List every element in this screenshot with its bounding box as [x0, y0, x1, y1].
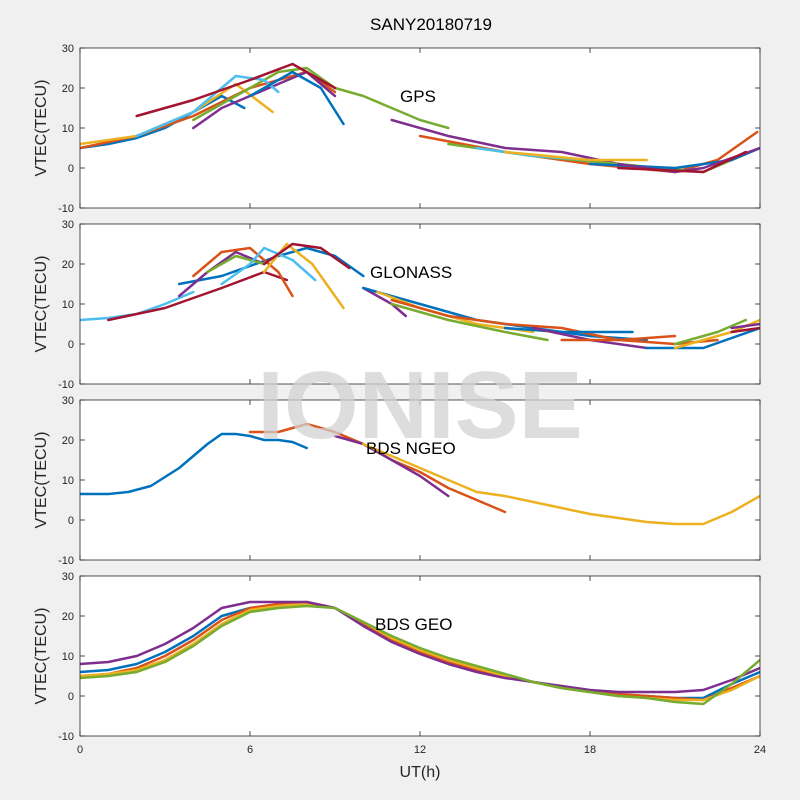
series-line-4 — [362, 442, 760, 526]
y-tick-label: 20 — [62, 435, 74, 447]
panel-annotation: GLONASS — [370, 263, 452, 282]
y-tick-label: 20 — [62, 83, 74, 95]
series-line-17 — [560, 334, 677, 342]
y-tick-label: -10 — [58, 731, 74, 743]
series-line-19 — [673, 318, 748, 346]
panel-annotation: GPS — [400, 87, 436, 106]
chart-panel-1: -10 0 10 20 30 VTEC(TECU) GPS — [33, 43, 761, 215]
series-line-4 — [192, 246, 294, 298]
y-tick-label: 30 — [62, 571, 74, 583]
y-tick-label: 0 — [68, 515, 74, 527]
series-line-21 — [730, 326, 760, 334]
series-line-15 — [503, 326, 634, 334]
series-line-3 — [177, 246, 365, 286]
series-line-9 — [390, 118, 620, 166]
y-tick-label: 10 — [62, 123, 74, 135]
series-line-8 — [248, 70, 345, 126]
series-line-16 — [617, 150, 748, 174]
series-line-7 — [135, 62, 337, 118]
y-tick-label: 0 — [68, 163, 74, 175]
chart-panel-2: -10 0 10 20 30 VTEC(TECU) GLONASS — [33, 219, 761, 391]
series-line-9 — [262, 242, 351, 270]
y-tick-label: -10 — [58, 555, 74, 567]
y-tick-label: 20 — [62, 259, 74, 271]
series-line-14 — [390, 302, 549, 342]
series-line-8 — [262, 242, 345, 310]
panel-annotation: BDS GEO — [375, 615, 452, 634]
watermark-text: IONISE — [257, 352, 582, 459]
y-tick-label: 10 — [62, 651, 74, 663]
y-tick-label: 30 — [62, 219, 74, 231]
series-line-1 — [80, 94, 246, 150]
series-line-2 — [80, 600, 760, 702]
x-tick-label: 24 — [754, 744, 766, 756]
plot-area — [80, 400, 760, 560]
plot-area — [80, 576, 760, 736]
series-line-4 — [80, 600, 760, 694]
y-tick-label: 0 — [68, 339, 74, 351]
y-tick-label: 20 — [62, 611, 74, 623]
series-line-5 — [177, 250, 266, 298]
figure-title: SANY20180719 — [370, 15, 492, 34]
y-axis-label: VTEC(TECU) — [33, 608, 50, 705]
series-line-2 — [107, 270, 289, 322]
y-tick-label: -10 — [58, 203, 74, 215]
series-line-18 — [645, 326, 760, 350]
y-tick-label: 30 — [62, 43, 74, 55]
series-line-22 — [730, 322, 760, 330]
x-axis-label: UT(h) — [400, 764, 441, 781]
y-tick-label: 10 — [62, 299, 74, 311]
series-line-3 — [333, 434, 450, 498]
series-line-6 — [206, 254, 266, 274]
series-line-7 — [220, 246, 317, 286]
x-tick-label: 6 — [247, 744, 253, 756]
y-tick-label: -10 — [58, 379, 74, 391]
series-line-5 — [80, 604, 760, 706]
y-tick-label: 30 — [62, 395, 74, 407]
panel-annotation: BDS NGEO — [366, 439, 456, 458]
series-group — [80, 600, 760, 706]
series-group — [80, 242, 760, 350]
x-tick-label: 12 — [414, 744, 426, 756]
chart-panel-3: -10 0 10 20 30 VTEC(TECU) BDS NGEO — [33, 395, 761, 567]
y-tick-label: 0 — [68, 691, 74, 703]
y-axis-label: VTEC(TECU) — [33, 80, 50, 177]
y-tick-label: 10 — [62, 475, 74, 487]
series-line-1 — [80, 432, 308, 496]
series-group — [80, 62, 760, 174]
x-tick-label: 0 — [77, 744, 83, 756]
y-axis-label: VTEC(TECU) — [33, 432, 50, 529]
y-axis-label: VTEC(TECU) — [33, 256, 50, 353]
series-line-13 — [503, 150, 648, 162]
x-tick-label: 18 — [584, 744, 596, 756]
series-group — [80, 422, 760, 526]
